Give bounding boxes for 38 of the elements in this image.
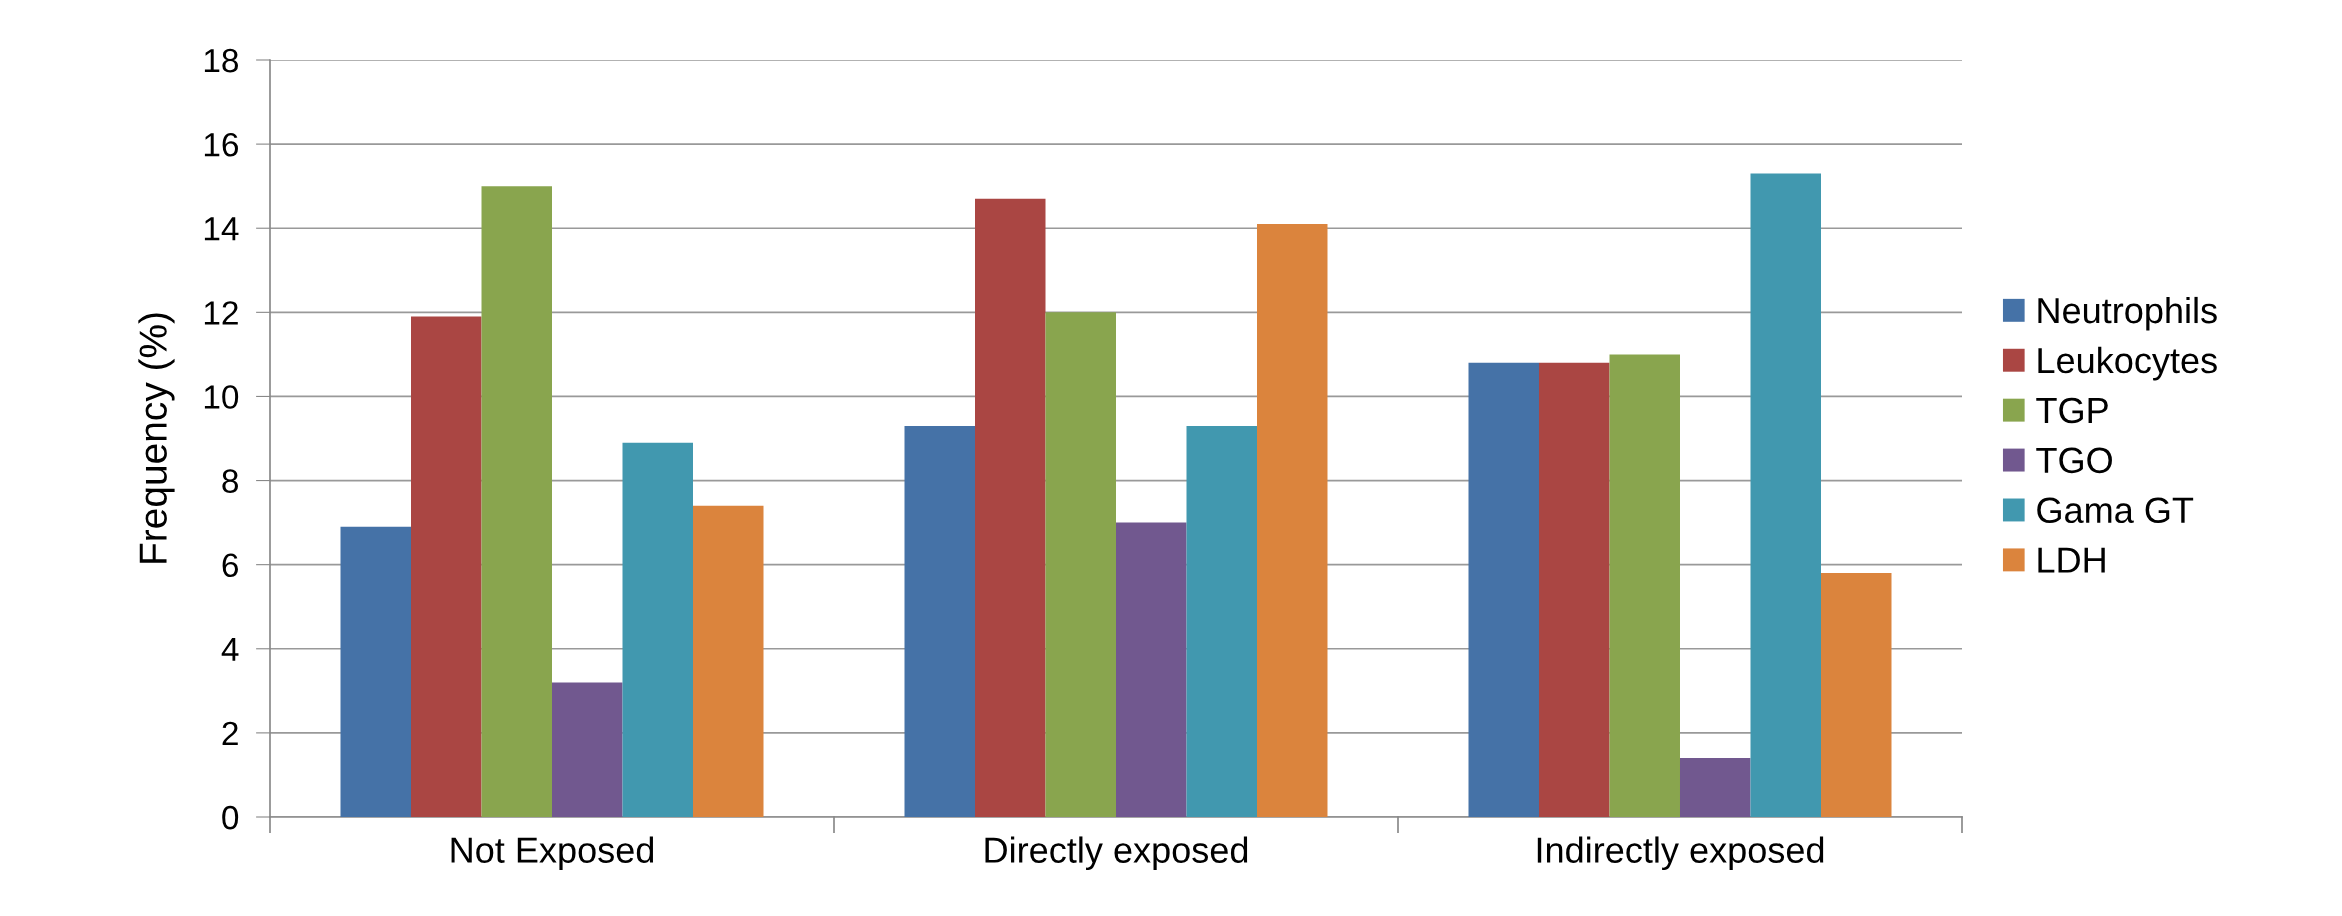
bar	[1257, 224, 1328, 817]
bar	[1116, 522, 1187, 817]
y-tick-label: 10	[204, 385, 239, 409]
bar	[411, 316, 482, 817]
legend-label: Neutrophils	[2038, 296, 2217, 331]
legend-label: Gama GT	[2037, 497, 2194, 524]
bar	[1609, 354, 1680, 817]
y-tick-label: 2	[222, 721, 238, 745]
y-tick-label: 14	[204, 217, 239, 241]
legend-label: TGO	[2036, 447, 2112, 474]
y-tick-label: 12	[204, 301, 238, 325]
bar	[975, 198, 1046, 817]
x-tick-label: Directly exposed	[985, 836, 1248, 871]
y-tick-label: 6	[222, 553, 238, 578]
bar	[1539, 362, 1610, 817]
y-tick-label: 4	[221, 637, 239, 661]
bar	[1821, 573, 1892, 817]
bar	[1680, 758, 1751, 817]
x-tick-label: Indirectly exposed	[1537, 836, 1824, 871]
x-tick-label: Not Exposed	[451, 836, 654, 871]
legend-label: Leukocytes	[2038, 346, 2217, 381]
bar	[1468, 362, 1539, 817]
bar	[1750, 173, 1821, 817]
legend-label: TGP	[2036, 397, 2108, 424]
bar	[693, 505, 764, 817]
y-tick-label: 16	[204, 132, 238, 157]
y-tick-label: 18	[204, 48, 238, 73]
legend-label: LDH	[2038, 547, 2105, 573]
bar	[1186, 425, 1257, 817]
bar	[1045, 312, 1116, 817]
bar	[481, 186, 552, 817]
bar	[904, 425, 975, 817]
bar	[340, 526, 411, 817]
bar	[552, 682, 623, 817]
y-tick-label: 0	[222, 805, 239, 830]
y-tick-label: 8	[222, 469, 238, 493]
y-axis-title: Frequency (%)	[138, 313, 175, 563]
bar	[622, 442, 693, 817]
